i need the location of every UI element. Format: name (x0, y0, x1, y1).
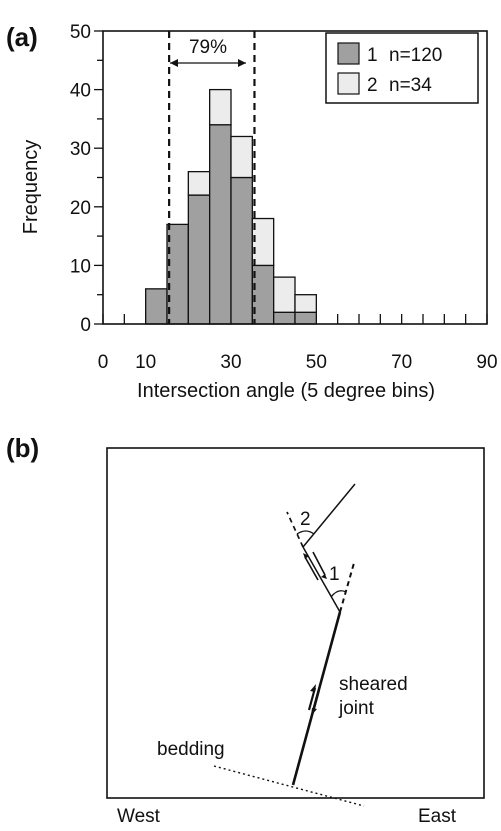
y-tick-label-40: 40 (70, 81, 91, 102)
bar-series2-bin-20 (187, 170, 211, 196)
east-label: East (418, 806, 457, 827)
joint-label-line2: joint (338, 698, 375, 719)
bar-series1-bin-45 (294, 311, 317, 325)
bedding-label: bedding (157, 739, 225, 760)
histogram-chart: 0 10 30 50 70 90 0 10 20 30 40 50 (70, 22, 498, 373)
legend-name-1: 1 (367, 45, 378, 66)
bar-series1-bin-20 (187, 194, 211, 325)
fault-extension-dashed (286, 511, 304, 548)
upper-shear-arrowhead-left (303, 553, 309, 559)
range-arrowhead-right (238, 59, 246, 67)
bar-series2-bin-35 (251, 217, 275, 267)
y-tick-label-0: 0 (80, 315, 91, 336)
plot-frame (102, 30, 488, 325)
bar-series2-bin-40 (273, 276, 296, 313)
dashed-range-lines (168, 31, 256, 324)
bar-series1-bin-40 (273, 311, 296, 325)
upper-branch-line (302, 483, 356, 548)
lower-shear-arrowhead-left (310, 684, 316, 692)
bar-series1-bin-30 (230, 176, 253, 325)
x-tick-label-50: 50 (306, 352, 327, 373)
lower-shear-arrowhead-right (311, 708, 317, 716)
panel-a-label: (a) (6, 22, 38, 52)
histogram-bars (145, 88, 317, 325)
lower-shear-arrows (307, 684, 321, 716)
angle-arc-1 (330, 590, 347, 598)
section-frame (106, 447, 485, 799)
joint-label-line1: sheared (339, 674, 408, 695)
upper-shear-arrow-left (304, 556, 319, 581)
x-axis-title: Intersection angle (5 degree bins) (137, 380, 435, 402)
bar-series1-bin-25 (209, 124, 232, 325)
y-tick-label-50: 50 (70, 22, 91, 43)
joint-extension-dashed (339, 562, 355, 613)
y-axis-title: Frequency (20, 140, 42, 235)
lower-shear-arrow-right (311, 689, 321, 713)
legend-swatch-1 (337, 42, 360, 65)
angle-label-2: 2 (300, 509, 311, 530)
tick-labels: 0 10 30 50 70 90 0 10 20 30 40 50 (70, 22, 498, 373)
upper-shear-arrows (303, 551, 327, 581)
y-tick-label-30: 30 (70, 139, 91, 160)
bar-series2-bin-45 (294, 294, 317, 313)
bedding-line (213, 765, 365, 807)
angle-arc-2 (296, 530, 315, 535)
upper-shear-arrow-right (312, 551, 326, 576)
x-tick-label-0: 0 (98, 352, 109, 373)
legend-name-2: 2 (367, 75, 378, 96)
x-tick-label-10: 10 (135, 352, 156, 373)
range-arrowhead-left (170, 59, 178, 67)
upper-shear-arrowhead-right (321, 574, 327, 579)
panel-b-label: (b) (6, 433, 39, 463)
bar-series2-bin-30 (230, 135, 253, 179)
x-tick-label-30: 30 (220, 352, 241, 373)
y-tick-label-20: 20 (70, 198, 91, 219)
bar-series1-bin-10 (145, 288, 168, 325)
legend-swatch-2 (337, 72, 360, 95)
west-label: West (117, 806, 161, 827)
bar-series2-bin-25 (209, 88, 232, 126)
range-annotation: 79% (170, 37, 246, 67)
fault-segment-line (302, 546, 341, 613)
x-tick-label-70: 70 (391, 352, 412, 373)
legend-count-2: n=34 (389, 75, 432, 96)
x-tick-label-90: 90 (476, 352, 497, 373)
legend: 1 n=120 2 n=34 (325, 32, 479, 104)
legend-count-1: n=120 (389, 45, 442, 66)
y-tick-label-10: 10 (70, 256, 91, 277)
angle-label-1: 1 (329, 564, 340, 585)
range-percent-label: 79% (189, 37, 227, 58)
